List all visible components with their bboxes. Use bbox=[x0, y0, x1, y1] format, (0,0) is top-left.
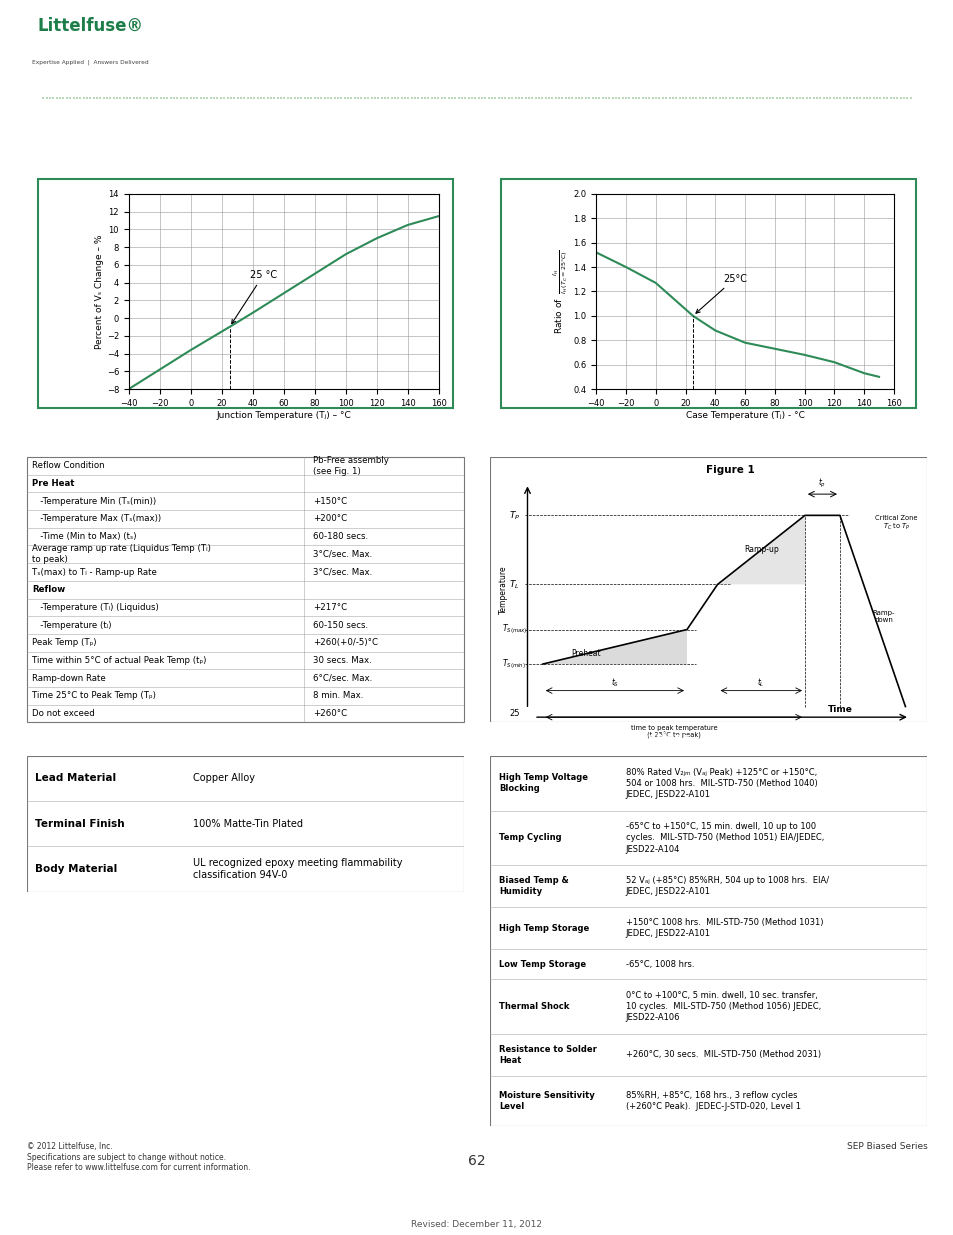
Text: SIDACtor: SIDACtor bbox=[229, 17, 348, 42]
Text: Ramp-
down: Ramp- down bbox=[871, 610, 894, 622]
Point bbox=[427, 88, 442, 107]
Point bbox=[170, 88, 185, 107]
Point bbox=[150, 88, 165, 107]
Point bbox=[457, 88, 473, 107]
Point bbox=[431, 88, 446, 107]
Point bbox=[558, 88, 573, 107]
Point bbox=[316, 88, 332, 107]
Point bbox=[267, 88, 282, 107]
Point bbox=[704, 88, 720, 107]
Point bbox=[467, 88, 482, 107]
Point bbox=[112, 88, 128, 107]
Text: High Temp Voltage
Blocking: High Temp Voltage Blocking bbox=[498, 773, 587, 793]
Text: +200°C: +200°C bbox=[313, 515, 347, 524]
Point bbox=[56, 88, 71, 107]
Point bbox=[815, 88, 830, 107]
Point bbox=[601, 88, 617, 107]
Point bbox=[678, 88, 693, 107]
Point bbox=[775, 88, 790, 107]
Point bbox=[99, 88, 114, 107]
Point bbox=[701, 88, 717, 107]
Point bbox=[126, 88, 141, 107]
Point bbox=[240, 88, 255, 107]
Point bbox=[417, 88, 433, 107]
Point bbox=[336, 88, 352, 107]
Point bbox=[35, 88, 51, 107]
Text: -Temperature (Tₗ) (Liquidus): -Temperature (Tₗ) (Liquidus) bbox=[31, 603, 158, 611]
Point bbox=[106, 88, 121, 107]
Point bbox=[280, 88, 295, 107]
Point bbox=[598, 88, 613, 107]
Point bbox=[611, 88, 626, 107]
Point bbox=[745, 88, 760, 107]
Point bbox=[711, 88, 726, 107]
Text: 52 Vₐⱼ (+85°C) 85%RH, 504 up to 1008 hrs.  EIA/
JEDEC, JESD22-A101: 52 Vₐⱼ (+85°C) 85%RH, 504 up to 1008 hrs… bbox=[625, 877, 828, 897]
Point bbox=[454, 88, 469, 107]
Point bbox=[156, 88, 172, 107]
Point bbox=[243, 88, 258, 107]
Point bbox=[808, 88, 823, 107]
Point bbox=[540, 88, 556, 107]
Point bbox=[484, 88, 499, 107]
Text: 60-150 secs.: 60-150 secs. bbox=[313, 621, 368, 630]
Text: Ramp-up: Ramp-up bbox=[743, 546, 778, 555]
Point bbox=[752, 88, 767, 107]
Text: 0°C to +100°C, 5 min. dwell, 10 sec. transfer,
10 cycles.  MIL-STD-750 (Method 1: 0°C to +100°C, 5 min. dwell, 10 sec. tra… bbox=[625, 990, 821, 1021]
Text: +150°C 1008 hrs.  MIL-STD-750 (Method 1031)
JEDEC, JESD22-A101: +150°C 1008 hrs. MIL-STD-750 (Method 103… bbox=[625, 919, 822, 939]
Point bbox=[785, 88, 801, 107]
Point bbox=[176, 88, 192, 107]
Point bbox=[330, 88, 345, 107]
Point bbox=[487, 88, 502, 107]
Point bbox=[110, 88, 125, 107]
Point bbox=[296, 88, 312, 107]
Point bbox=[608, 88, 623, 107]
Point bbox=[367, 88, 382, 107]
Point bbox=[739, 88, 754, 107]
Point bbox=[447, 88, 462, 107]
Text: -65°C, 1008 hrs.: -65°C, 1008 hrs. bbox=[625, 960, 694, 968]
Text: 62: 62 bbox=[468, 1155, 485, 1168]
Point bbox=[72, 88, 88, 107]
Point bbox=[414, 88, 429, 107]
Point bbox=[347, 88, 362, 107]
Text: High Temp Storage: High Temp Storage bbox=[498, 924, 589, 932]
Point bbox=[290, 88, 305, 107]
Point bbox=[350, 88, 365, 107]
Point bbox=[584, 88, 599, 107]
Point bbox=[755, 88, 770, 107]
Point bbox=[651, 88, 666, 107]
Point bbox=[728, 88, 743, 107]
Point bbox=[451, 88, 466, 107]
Point bbox=[440, 88, 456, 107]
Point bbox=[227, 88, 242, 107]
Text: Expertise Applied  |  Answers Delivered: Expertise Applied | Answers Delivered bbox=[32, 59, 149, 65]
Point bbox=[323, 88, 338, 107]
Point bbox=[206, 88, 221, 107]
Point bbox=[143, 88, 158, 107]
Text: Normalized DC Holding Current vs. Case Temperature: Normalized DC Holding Current vs. Case T… bbox=[495, 147, 851, 159]
Text: Broadband Optimized™ Protection: Broadband Optimized™ Protection bbox=[229, 54, 481, 69]
Text: 30 secs. Max.: 30 secs. Max. bbox=[313, 656, 372, 664]
Text: 60-180 secs.: 60-180 secs. bbox=[313, 532, 368, 541]
Point bbox=[715, 88, 730, 107]
Point bbox=[675, 88, 690, 107]
Point bbox=[684, 88, 700, 107]
Point bbox=[524, 88, 539, 107]
Point bbox=[575, 88, 590, 107]
Point bbox=[283, 88, 298, 107]
Point bbox=[805, 88, 821, 107]
Point bbox=[203, 88, 218, 107]
Point bbox=[152, 88, 168, 107]
Point bbox=[821, 88, 837, 107]
Point bbox=[494, 88, 509, 107]
Point bbox=[795, 88, 810, 107]
Text: -Temperature (tₗ): -Temperature (tₗ) bbox=[31, 621, 112, 630]
Point bbox=[648, 88, 663, 107]
Point bbox=[841, 88, 857, 107]
Point bbox=[270, 88, 285, 107]
Point bbox=[875, 88, 890, 107]
Text: -65°C to +150°C, 15 min. dwell, 10 up to 100
cycles.  MIL-STD-750 (Method 1051) : -65°C to +150°C, 15 min. dwell, 10 up to… bbox=[625, 823, 823, 853]
Point bbox=[725, 88, 740, 107]
Point bbox=[514, 88, 529, 107]
Text: Copper Alloy: Copper Alloy bbox=[193, 773, 254, 783]
